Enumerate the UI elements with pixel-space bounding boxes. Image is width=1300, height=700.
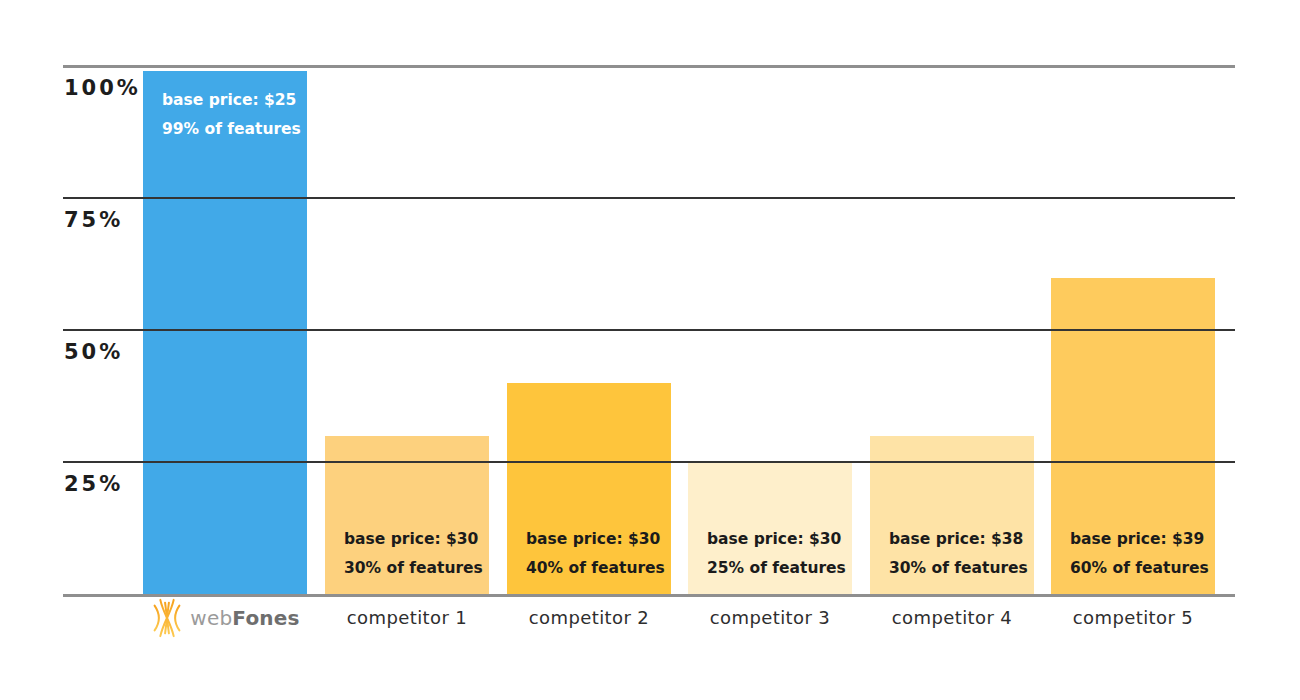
webfones-logo-icon	[150, 597, 184, 639]
logo-text-web: web	[190, 606, 232, 630]
bar-chart: base price: $25 99% of features base pri…	[63, 66, 1235, 595]
gridline-50pct	[63, 329, 1235, 331]
logo-text-fones: Fones	[232, 606, 299, 630]
bar-annotation-features: 60% of features	[1070, 554, 1211, 583]
bar-annotation: base price: $25 99% of features	[162, 86, 303, 144]
bar-annotation-features: 99% of features	[162, 115, 303, 144]
bar-competitor-2: base price: $30 40% of features	[507, 383, 671, 595]
bar-annotation-features: 30% of features	[889, 554, 1030, 583]
bar-annotation: base price: $30 25% of features	[707, 525, 848, 583]
bar-competitor-5: base price: $39 60% of features	[1051, 278, 1215, 595]
x-label-competitor-5: competitor 5	[1051, 607, 1215, 628]
bar-annotation-price: base price: $30	[344, 525, 485, 554]
bar-competitor-3: base price: $30 25% of features	[688, 463, 852, 595]
y-tick-25: 25%	[64, 472, 123, 496]
x-label-competitor-2: competitor 2	[507, 607, 671, 628]
y-tick-75: 75%	[64, 208, 123, 232]
bar-annotation: base price: $30 40% of features	[526, 525, 667, 583]
bar-annotation-price: base price: $25	[162, 86, 303, 115]
gridline-100pct	[63, 65, 1235, 68]
bar-annotation-price: base price: $39	[1070, 525, 1211, 554]
bar-annotation-features: 40% of features	[526, 554, 667, 583]
x-label-competitor-4: competitor 4	[870, 607, 1034, 628]
webfones-logo-text: webFones	[190, 606, 299, 630]
bar-annotation: base price: $38 30% of features	[889, 525, 1030, 583]
bar-annotation-price: base price: $30	[526, 525, 667, 554]
gridline-75pct	[63, 197, 1235, 199]
x-label-competitor-1: competitor 1	[325, 607, 489, 628]
gridline-baseline	[63, 594, 1235, 597]
bar-annotation: base price: $30 30% of features	[344, 525, 485, 583]
gridline-25pct	[63, 461, 1235, 463]
bar-annotation-features: 30% of features	[344, 554, 485, 583]
y-tick-50: 50%	[64, 340, 123, 364]
webfones-logo: webFones	[143, 596, 307, 640]
x-label-competitor-3: competitor 3	[688, 607, 852, 628]
bar-annotation-price: base price: $30	[707, 525, 848, 554]
bar-webfones: base price: $25 99% of features	[143, 71, 307, 595]
bar-annotation-features: 25% of features	[707, 554, 848, 583]
y-tick-100: 100%	[64, 76, 141, 100]
bar-annotation: base price: $39 60% of features	[1070, 525, 1211, 583]
bar-annotation-price: base price: $38	[889, 525, 1030, 554]
